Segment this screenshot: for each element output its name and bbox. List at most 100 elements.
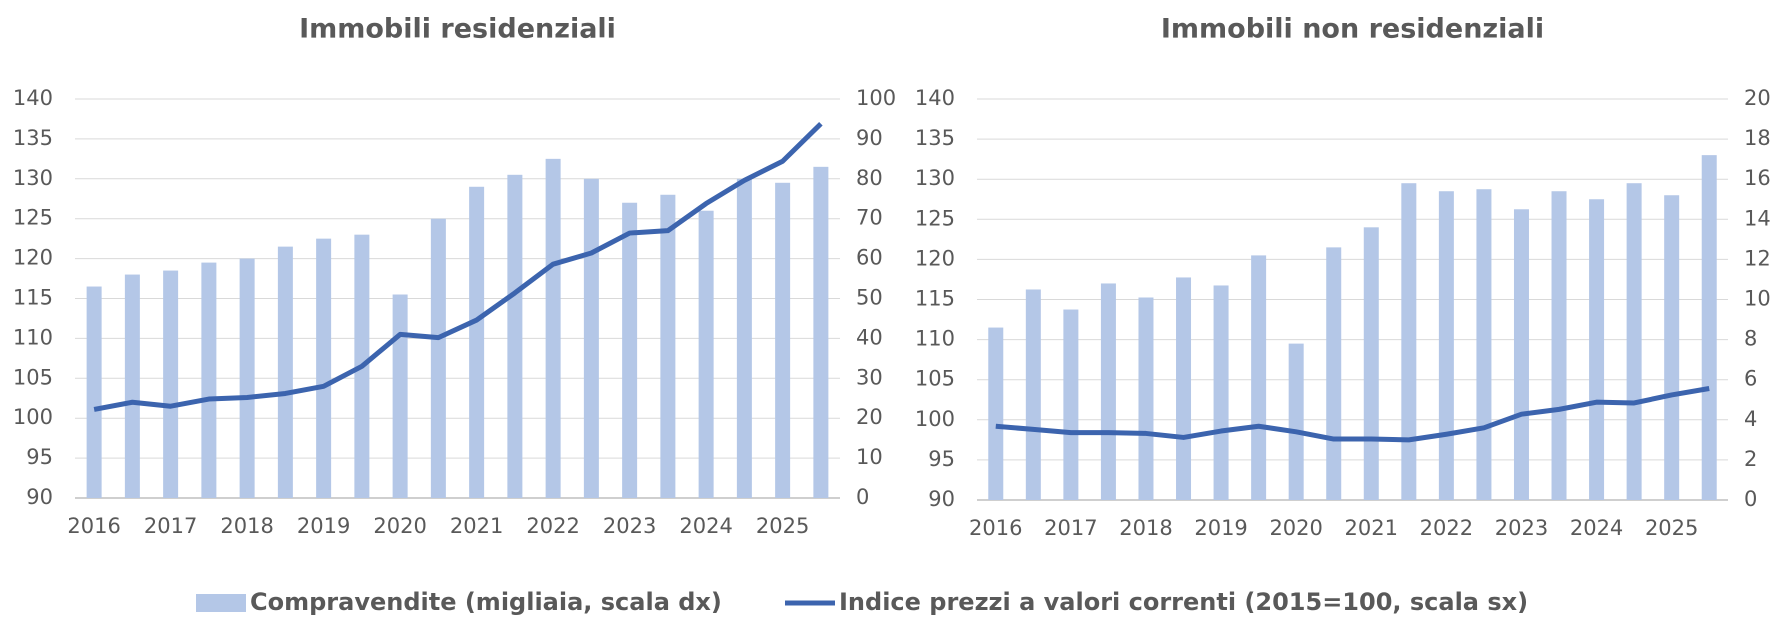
legend-swatch: [196, 594, 246, 612]
bar: [1288, 343, 1304, 500]
bar: [430, 218, 446, 498]
legend-label: Indice prezzi a valori correnti (2015=10…: [839, 588, 1528, 616]
bar: [660, 194, 676, 498]
x-tick-label: 2021: [450, 514, 503, 538]
bar: [86, 286, 102, 498]
y-tick-label: 100: [13, 405, 53, 429]
x-tick-label: 2018: [220, 514, 273, 538]
x-tick-label: 2023: [603, 514, 656, 538]
x-tick-label: 2020: [1269, 516, 1322, 540]
bar: [392, 294, 408, 498]
bar: [1589, 199, 1605, 500]
x-tick-label: 2024: [1570, 516, 1623, 540]
y2-tick-label: 2: [1744, 447, 1757, 471]
bar: [1476, 189, 1492, 500]
y-tick-label: 95: [26, 445, 53, 469]
bar: [239, 258, 255, 498]
bar: [1213, 285, 1229, 500]
bar: [163, 270, 179, 498]
y-tick-label: 95: [928, 447, 955, 471]
bar: [1326, 247, 1342, 500]
y2-tick-label: 16: [1744, 166, 1771, 190]
y-tick-label: 120: [915, 246, 955, 270]
bar: [622, 202, 638, 499]
y2-tick-label: 80: [856, 166, 883, 190]
bar: [988, 327, 1004, 500]
x-tick-label: 2025: [1645, 516, 1698, 540]
bar: [1138, 297, 1154, 500]
y-tick-label: 115: [13, 286, 53, 310]
y2-tick-label: 100: [856, 86, 896, 110]
y2-tick-label: 10: [1744, 287, 1771, 311]
y2-tick-label: 70: [856, 206, 883, 230]
bar: [1551, 191, 1567, 501]
y2-tick-label: 30: [856, 365, 883, 389]
y-tick-label: 90: [26, 485, 53, 509]
y2-tick-label: 20: [1744, 86, 1771, 110]
y2-tick-label: 14: [1744, 206, 1771, 230]
y-tick-label: 120: [13, 246, 53, 270]
x-tick-label: 2020: [373, 514, 426, 538]
bar: [736, 178, 752, 499]
y2-tick-label: 12: [1744, 246, 1771, 270]
y-tick-label: 125: [13, 206, 53, 230]
line: [995, 386, 1710, 443]
bar: [1025, 289, 1041, 500]
y2-tick-label: 90: [856, 126, 883, 150]
chart-title: Immobili non residenziali: [1161, 14, 1544, 45]
bar: [698, 210, 714, 498]
x-tick-label: 2016: [67, 514, 120, 538]
bar: [813, 166, 829, 498]
y2-tick-label: 40: [856, 325, 883, 349]
line: [93, 121, 823, 412]
y-tick-label: 110: [13, 325, 53, 349]
y2-tick-label: 8: [1744, 327, 1757, 351]
x-tick-label: 2023: [1495, 516, 1548, 540]
y2-tick-label: 0: [856, 485, 869, 509]
y2-tick-label: 0: [1744, 487, 1757, 511]
y-tick-label: 125: [915, 206, 955, 230]
y-tick-label: 115: [915, 287, 955, 311]
y-tick-label: 100: [915, 407, 955, 431]
x-tick-label: 2016: [969, 516, 1022, 540]
y2-tick-label: 20: [856, 405, 883, 429]
bar: [1176, 277, 1192, 500]
bar: [1664, 195, 1680, 501]
x-tick-label: 2022: [1420, 516, 1473, 540]
bar: [1100, 283, 1116, 500]
bar: [1513, 209, 1529, 500]
x-tick-label: 2022: [526, 514, 579, 538]
x-tick-label: 2024: [679, 514, 732, 538]
bar: [1363, 227, 1379, 500]
y2-tick-label: 6: [1744, 367, 1757, 391]
bar: [1438, 191, 1454, 501]
bar: [775, 182, 791, 499]
y2-tick-label: 18: [1744, 126, 1771, 150]
x-tick-label: 2019: [297, 514, 350, 538]
y-tick-label: 105: [13, 365, 53, 389]
y-tick-label: 130: [13, 166, 53, 190]
y-tick-label: 135: [915, 126, 955, 150]
bar: [201, 262, 217, 498]
y-tick-label: 140: [915, 86, 955, 110]
y2-tick-label: 60: [856, 246, 883, 270]
bar: [316, 238, 332, 498]
x-tick-label: 2021: [1345, 516, 1398, 540]
x-tick-label: 2017: [1044, 516, 1097, 540]
bar: [124, 274, 140, 498]
bar: [1626, 183, 1642, 500]
chart-title: Immobili residenziali: [299, 14, 616, 45]
legend-label: Compravendite (migliaia, scala dx): [250, 588, 722, 616]
y2-tick-label: 4: [1744, 407, 1757, 431]
y-tick-label: 90: [928, 487, 955, 511]
y-tick-label: 135: [13, 126, 53, 150]
y-tick-label: 130: [915, 166, 955, 190]
x-tick-label: 2025: [756, 514, 809, 538]
bar: [1063, 309, 1079, 500]
bar: [469, 186, 485, 498]
bar: [545, 158, 561, 498]
y-tick-label: 105: [915, 367, 955, 391]
bar: [583, 178, 599, 499]
bar: [277, 246, 293, 498]
